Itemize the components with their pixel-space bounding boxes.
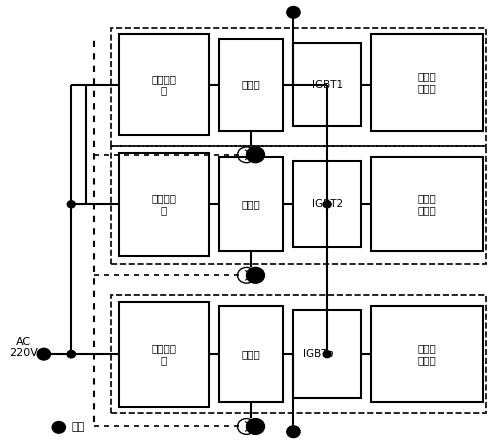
Text: 缓冲保
护电路: 缓冲保 护电路 xyxy=(417,193,435,215)
Circle shape xyxy=(52,422,65,433)
Bar xyxy=(370,157,482,251)
Bar xyxy=(111,28,484,146)
Bar xyxy=(111,295,484,413)
Text: 隔离变压
器: 隔离变压 器 xyxy=(151,74,176,95)
Circle shape xyxy=(323,201,331,208)
Text: 缓冲保
护电路: 缓冲保 护电路 xyxy=(417,344,435,365)
Bar xyxy=(370,306,482,402)
Text: 驱动板: 驱动板 xyxy=(241,80,260,90)
Circle shape xyxy=(323,351,331,358)
Text: 隔离变压
器: 隔离变压 器 xyxy=(151,193,176,215)
Text: 驱动板: 驱动板 xyxy=(241,349,260,359)
Bar xyxy=(118,153,208,255)
Bar xyxy=(218,157,283,251)
Bar xyxy=(111,146,484,264)
Circle shape xyxy=(246,419,264,434)
Bar xyxy=(218,39,283,131)
Bar xyxy=(118,302,208,407)
Circle shape xyxy=(67,351,75,358)
Circle shape xyxy=(246,147,264,163)
Circle shape xyxy=(287,7,299,18)
Bar xyxy=(118,34,208,135)
Bar xyxy=(293,161,360,247)
Bar xyxy=(370,34,482,131)
Circle shape xyxy=(67,201,75,208)
Circle shape xyxy=(246,267,264,283)
Circle shape xyxy=(67,351,75,358)
Circle shape xyxy=(37,348,50,360)
Text: 缓冲保
护电路: 缓冲保 护电路 xyxy=(417,71,435,93)
Text: 光纤: 光纤 xyxy=(71,422,84,432)
Text: 驱动板: 驱动板 xyxy=(241,199,260,209)
Text: 隔离变压
器: 隔离变压 器 xyxy=(151,344,176,365)
Bar xyxy=(293,43,360,126)
Bar xyxy=(293,310,360,398)
Bar xyxy=(218,306,283,402)
Circle shape xyxy=(287,426,299,437)
Text: IGBT1: IGBT1 xyxy=(311,80,342,90)
Text: IGBT2: IGBT2 xyxy=(311,199,342,209)
Text: n: n xyxy=(327,349,333,359)
Text: AC
220V: AC 220V xyxy=(10,337,38,359)
Text: IGBT: IGBT xyxy=(302,349,327,359)
